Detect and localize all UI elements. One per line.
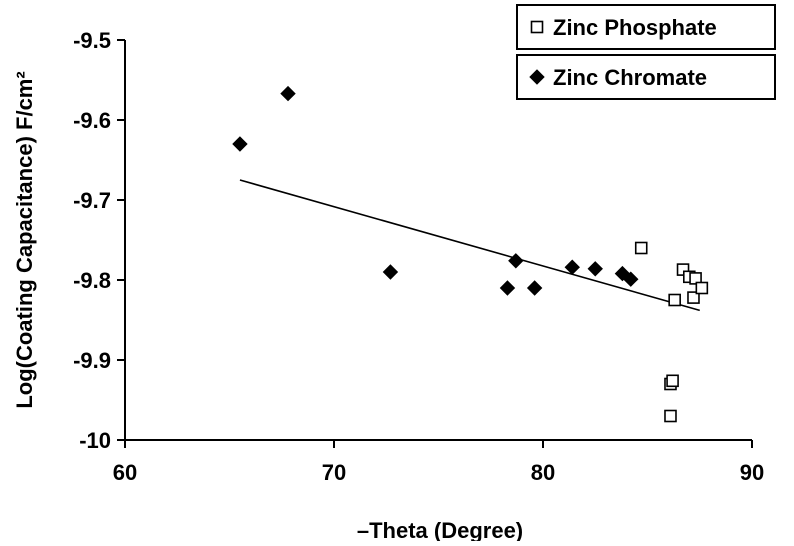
zinc-chromate-point — [508, 253, 524, 269]
legend-box — [516, 4, 776, 50]
trendline — [239, 179, 700, 312]
y-tick-label: -9.8 — [73, 268, 111, 293]
legend-label: Zinc Phosphate — [553, 15, 717, 40]
legend-filled-diamond-icon — [529, 69, 545, 85]
zinc-chromate-point — [526, 280, 543, 296]
y-tick-label: -9.5 — [73, 28, 111, 53]
zinc-phosphate-point — [634, 241, 648, 255]
legend: Zinc Phosphate Zinc Chromate — [516, 4, 776, 100]
y-tick-label: -9.6 — [73, 108, 111, 133]
x-tick-label: 80 — [531, 460, 555, 485]
zinc-chromate-point — [564, 259, 580, 275]
x-axis-title: –Theta (Degree) — [357, 518, 523, 541]
trendline-group — [239, 179, 700, 312]
zinc-phosphate-point — [664, 409, 677, 423]
zinc-chromate-point — [280, 85, 296, 102]
legend-open-square-icon — [530, 20, 544, 34]
zinc-phosphate-point — [695, 281, 709, 295]
zinc-chromate-point — [623, 271, 639, 287]
data-points — [232, 85, 709, 423]
y-tick-label: -9.7 — [73, 188, 111, 213]
x-tick-label: 70 — [322, 460, 346, 485]
zinc-chromate-point — [232, 136, 248, 152]
y-tick-label: -9.9 — [73, 348, 111, 373]
x-tick-label: 90 — [740, 460, 764, 485]
axes — [124, 40, 752, 441]
x-tick-label: 60 — [113, 460, 137, 485]
zinc-phosphate-point — [666, 374, 679, 388]
y-tick-label: -10 — [79, 428, 111, 453]
zinc-phosphate-point — [687, 291, 700, 304]
zinc-chromate-point — [587, 261, 603, 277]
legend-label: Zinc Chromate — [553, 65, 707, 90]
zinc-chromate-point — [499, 280, 516, 296]
legend-box — [516, 54, 776, 100]
zinc-chromate-point — [382, 264, 399, 280]
y-axis-title: Log(Coating Capacitance) F/cm² — [12, 71, 37, 408]
zinc-phosphate-point — [668, 293, 681, 307]
